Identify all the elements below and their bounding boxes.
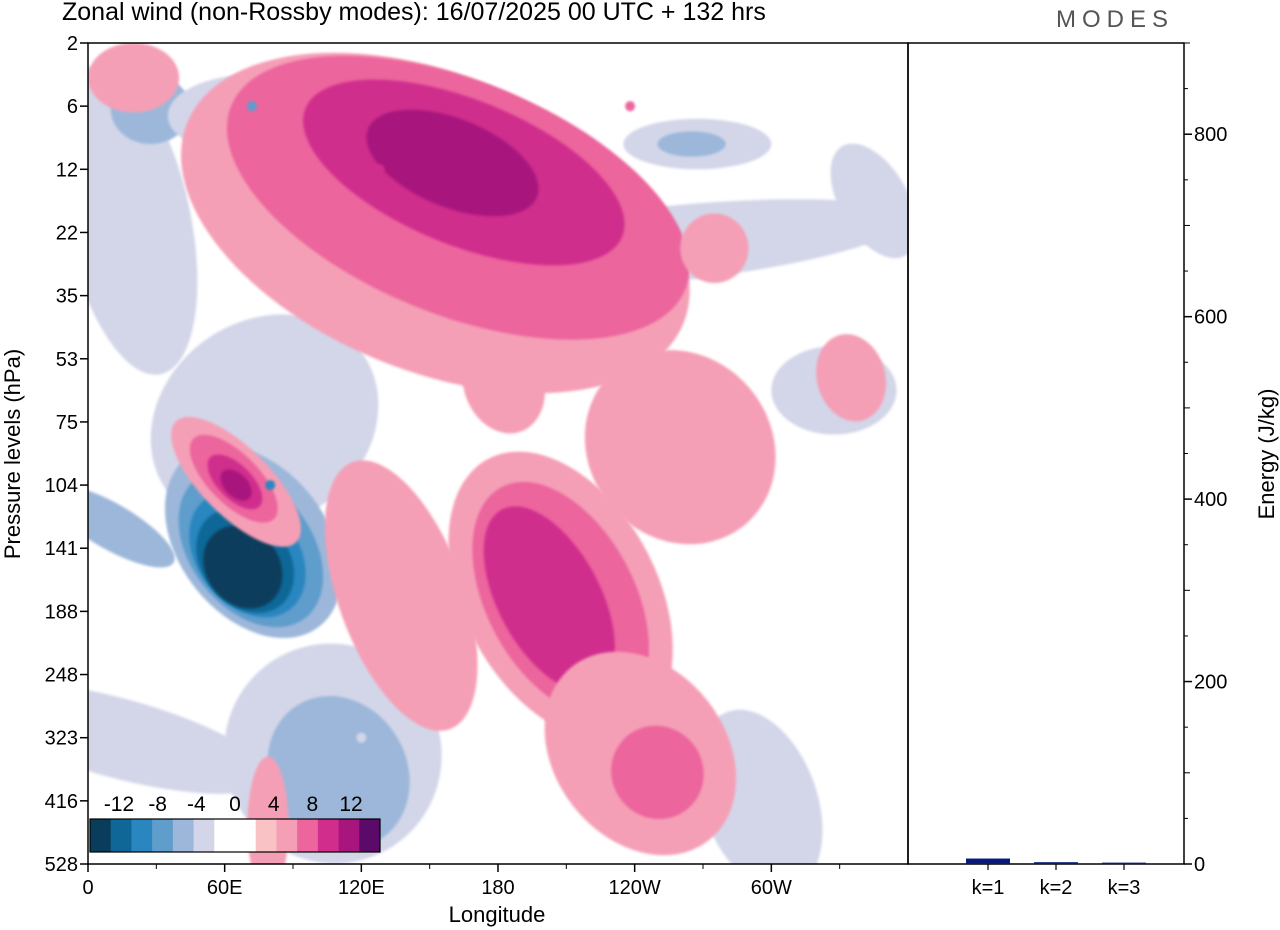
wind-anomaly-region-41 [680,213,749,283]
colorbar-frame [89,818,381,853]
y-tick-label: 323 [45,728,78,750]
y-tick-label: 35 [56,286,78,308]
wind-anomaly-region-17 [267,695,410,849]
colorbar-swatch [131,819,153,852]
x-tick-label: 60E [207,877,243,899]
y-tick-label: 2 [67,33,78,55]
colorbar-swatch [152,819,174,852]
heatmap-panel: 0 60E 120E 180 120W 60W 2 6 12 22 35 53 75 104 141 188… [0,33,909,927]
colorbar-label: -4 [187,793,206,816]
y-axis: 2 6 12 22 35 53 75 104 141 188 248 323 416 528 [45,33,88,876]
wind-anomaly-region-37 [611,725,704,820]
y-tick-label: 53 [56,349,78,371]
wind-anomaly-region-18 [88,681,270,794]
wind-extremum-max-7 [625,101,636,112]
colorbar-label: 0 [229,793,241,816]
wind-extremum-min-1 [265,480,276,491]
x-tick-label: 120E [338,877,385,899]
wind-extremum-max-3 [538,543,549,554]
wind-anomaly-region-10 [88,484,175,568]
energy-axis: 0 200 400 600 800 [1184,42,1227,876]
colorbar-swatch [359,819,381,852]
wind-anomaly-region-26 [366,109,539,217]
bar-panel-frame [907,42,1185,865]
energy-bar-panel: k=1 k=2 k=3 0 200 400 600 800 Energy (J/kg) [907,42,1279,899]
page-title: Zonal wind (non-Rossby modes): 16/07/202… [62,0,766,26]
energy-tick-label: 0 [1194,854,1205,876]
energy-tick-label: 800 [1194,124,1227,146]
energy-bar-k=1 [966,858,1010,864]
y-tick-label: 104 [45,475,78,497]
y-tick-label: 188 [45,601,78,623]
colorbar-swatch [172,819,194,852]
energy-tick-label: 200 [1194,672,1227,694]
wind-anomaly-region-39 [462,334,545,434]
colorbar-swatch [338,819,360,852]
colorbar-swatch [255,819,277,852]
energy-bar-k=2 [1034,862,1078,864]
x-tick-label: 0 [82,877,93,899]
energy-axis-label: Energy (J/kg) [1254,389,1279,520]
wind-anomaly-region-34 [483,506,615,692]
energy-bar-k=3 [1102,862,1146,865]
y-tick-label: 528 [45,854,78,876]
y-tick-label: 75 [56,412,78,434]
wind-anomaly-region-40 [816,334,886,422]
colorbar-swatch [276,819,298,852]
wind-anomaly-region-30 [220,469,252,501]
x-tick-label: 180 [481,877,514,899]
bar-category-label: k=1 [972,877,1005,899]
y-tick-label: 22 [56,222,78,244]
bar-category-label: k=2 [1040,877,1073,899]
colorbar-swatch [235,819,257,852]
colorbar-swatch [90,819,112,852]
colorbar-swatch [193,819,215,852]
brand-logo: MODES [1056,6,1175,33]
x-axis: 0 60E 120E 180 120W 60W [82,864,841,899]
wind-anomaly-region-35 [584,350,776,545]
colorbar-label: 4 [268,793,280,816]
wind-anomaly-region-31 [324,460,478,731]
y-tick-label: 416 [45,791,78,813]
colorbar-label: -8 [148,793,167,816]
colorbar-swatch [110,819,132,852]
wind-anomaly-region-15 [203,525,283,609]
colorbar-label: -12 [104,793,134,816]
colorbar-swatch [317,819,339,852]
colorbar-label: 12 [339,793,362,816]
y-tick-label: 6 [67,96,78,118]
wind-extremum-min-5 [247,101,257,112]
x-tick-label: 60W [751,877,792,899]
energy-tick-label: 400 [1194,489,1227,511]
wind-extremum-min-0 [249,543,260,554]
colorbar-swatch [297,819,319,852]
y-axis-label: Pressure levels (hPa) [0,349,25,559]
wind-extremum-min-6 [356,732,367,743]
colorbar-label: 8 [306,793,318,816]
wind-anomaly-region-21 [830,143,908,259]
bar-category-label: k=3 [1108,877,1141,899]
wind-anomaly-region-22 [88,43,180,113]
energy-tick-label: 600 [1194,307,1227,329]
y-tick-label: 12 [56,159,78,181]
wind-extremum-max-2 [237,480,248,491]
wind-anomaly-region-7 [657,131,726,157]
x-axis-label: Longitude [449,902,546,927]
y-tick-label: 248 [45,665,78,687]
colorbar: -12 -8 -4 0 4 8 12 [89,793,381,853]
wind-extremum-max-4 [374,164,385,175]
colorbar-swatch [214,819,236,852]
x-tick-label: 120W [609,877,661,899]
y-tick-label: 141 [45,538,78,560]
